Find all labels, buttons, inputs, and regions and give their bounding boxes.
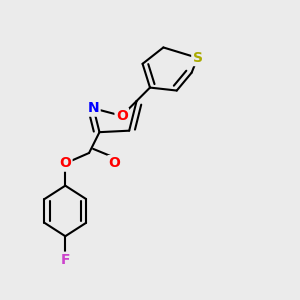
Text: N: N	[88, 101, 99, 116]
Text: O: O	[116, 109, 128, 123]
Text: F: F	[61, 253, 70, 267]
Text: O: O	[108, 156, 120, 170]
Text: S: S	[193, 51, 202, 65]
Text: O: O	[59, 156, 71, 170]
